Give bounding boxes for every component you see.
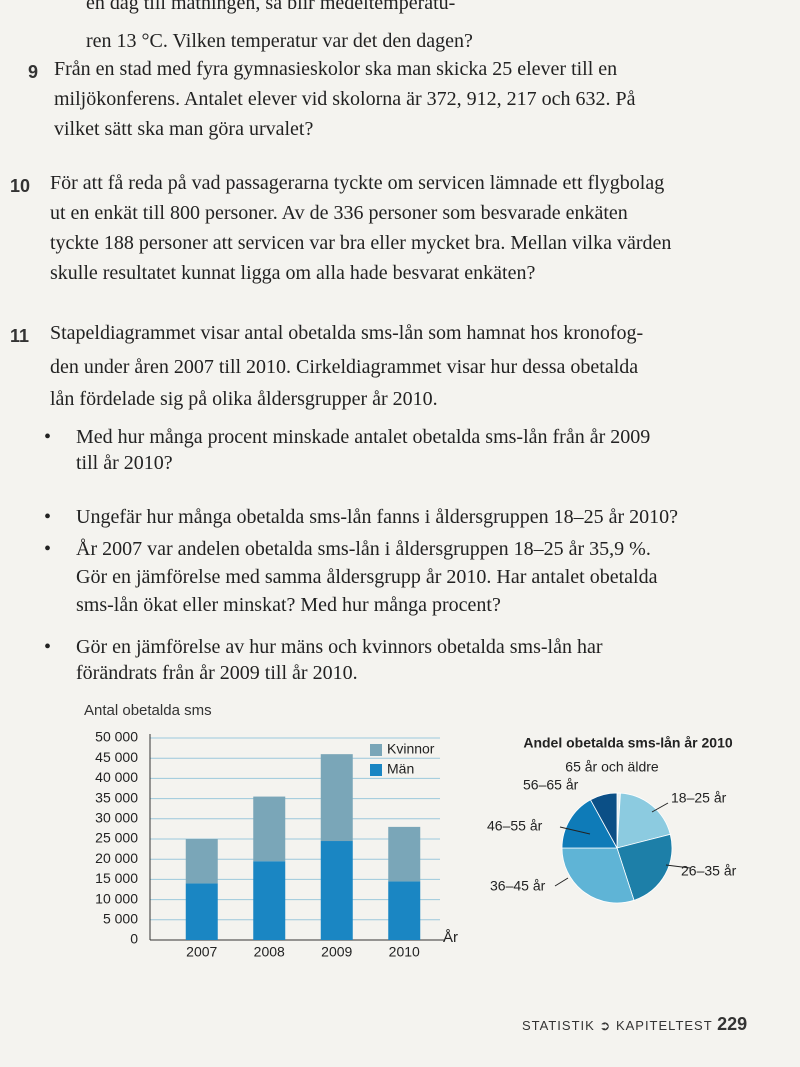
- text-line: Med hur många procent minskade antalet o…: [76, 426, 651, 448]
- y-tick-label: 5 000: [103, 911, 138, 927]
- pie-title: Andel obetalda sms-lån år 2010: [523, 735, 733, 751]
- pie-label: 56–65 år: [523, 777, 579, 793]
- bar-segment: [320, 754, 353, 842]
- x-axis-label: År: [443, 929, 458, 946]
- y-tick-label: 45 000: [95, 749, 138, 765]
- leader-line: [651, 802, 669, 813]
- footer-part: KAPITELTEST: [615, 1018, 713, 1033]
- page-number: 229: [717, 1014, 748, 1034]
- bullet: •: [44, 636, 52, 658]
- bar-segment: [185, 839, 218, 884]
- text-line: ren 13 °C. Vilken temperatur var det den…: [86, 30, 473, 52]
- problem-number: 9: [28, 62, 39, 82]
- text-line: Gör en jämförelse med samma åldersgrupp …: [76, 566, 658, 588]
- text-line: För att få reda på vad passagerarna tyck…: [50, 172, 665, 194]
- text-line: Gör en jämförelse av hur mäns och kvinno…: [76, 636, 603, 658]
- leader-line: [665, 864, 691, 869]
- y-tick-label: 10 000: [95, 890, 138, 906]
- pie-label: 65 år och äldre: [565, 759, 659, 775]
- legend-label: Kvinnor: [387, 741, 435, 757]
- pie-slice: [561, 847, 635, 904]
- y-tick-label: 50 000: [95, 729, 138, 745]
- pie-slice: [616, 833, 673, 901]
- text-line: sms-lån ökat eller minskat? Med hur mång…: [76, 594, 501, 616]
- y-tick-label: 25 000: [95, 830, 138, 846]
- text-line: Från en stad med fyra gymnasieskolor ska…: [54, 58, 618, 80]
- y-tick-label: 30 000: [95, 810, 138, 826]
- footer: STATISTIK ➲ KAPITELTEST 229: [522, 1014, 748, 1034]
- legend-swatch: [370, 744, 382, 756]
- problem-number: 10: [10, 176, 31, 196]
- bar-segment: [320, 841, 353, 940]
- pie-label: 36–45 år: [490, 878, 546, 894]
- footer-section: STATISTIK: [522, 1018, 595, 1033]
- text-line: den under åren 2007 till 2010. Cirkeldia…: [50, 356, 639, 378]
- text-line: vilket sätt ska man göra urvalet?: [54, 118, 314, 140]
- pie-label: 18–25 år: [671, 790, 727, 806]
- text-line: ut en enkät till 800 personer. Av de 336…: [50, 202, 628, 224]
- x-tick-label: 2007: [186, 944, 217, 960]
- bar-segment: [388, 826, 421, 882]
- y-tick-label: 20 000: [95, 850, 138, 866]
- text-line: Ungefär hur många obetalda sms-lån fanns…: [76, 506, 679, 528]
- text-line: miljökonferens. Antalet elever vid skolo…: [54, 88, 636, 110]
- bullet: •: [44, 538, 52, 560]
- pie-slice: [589, 792, 618, 849]
- y-axis-label: Antal obetalda sms: [84, 702, 212, 719]
- y-tick-label: 15 000: [95, 870, 138, 886]
- text-line: en dag till mätningen, så blir medeltemp…: [86, 0, 456, 14]
- pie-label: 46–55 år: [487, 818, 543, 834]
- text-line: förändrats från år 2009 till år 2010.: [76, 662, 358, 684]
- y-tick-label: 35 000: [95, 789, 138, 805]
- text-line: skulle resultatet kunnat ligga om alla h…: [50, 262, 536, 284]
- pie-slice: [616, 792, 671, 849]
- x-tick-label: 2010: [389, 944, 420, 960]
- bar-segment: [253, 861, 286, 940]
- leader-line: [559, 826, 591, 835]
- text-line: Stapeldiagrammet visar antal obetalda sm…: [50, 322, 644, 344]
- pie-label: 26–35 år: [681, 863, 737, 879]
- text-line: till år 2010?: [76, 452, 173, 474]
- legend-label: Män: [387, 761, 414, 777]
- x-tick-label: 2009: [321, 944, 352, 960]
- x-tick-label: 2008: [254, 944, 285, 960]
- bar-segment: [185, 883, 218, 940]
- text-line: lån fördelade sig på olika åldersgrupper…: [50, 388, 438, 410]
- text-line: År 2007 var andelen obetalda sms-lån i å…: [76, 538, 651, 560]
- bar-segment: [253, 796, 286, 862]
- y-tick-label: 40 000: [95, 769, 138, 785]
- bar-segment: [388, 881, 421, 940]
- pie-slice: [561, 799, 618, 849]
- leader-line: [554, 877, 569, 887]
- bullet: •: [44, 426, 52, 448]
- legend-swatch: [370, 764, 382, 776]
- text-line: tyckte 188 personer att servicen var bra…: [50, 232, 672, 254]
- bullet: •: [44, 506, 52, 528]
- problem-number: 11: [10, 326, 30, 346]
- y-tick-label: 0: [130, 931, 138, 947]
